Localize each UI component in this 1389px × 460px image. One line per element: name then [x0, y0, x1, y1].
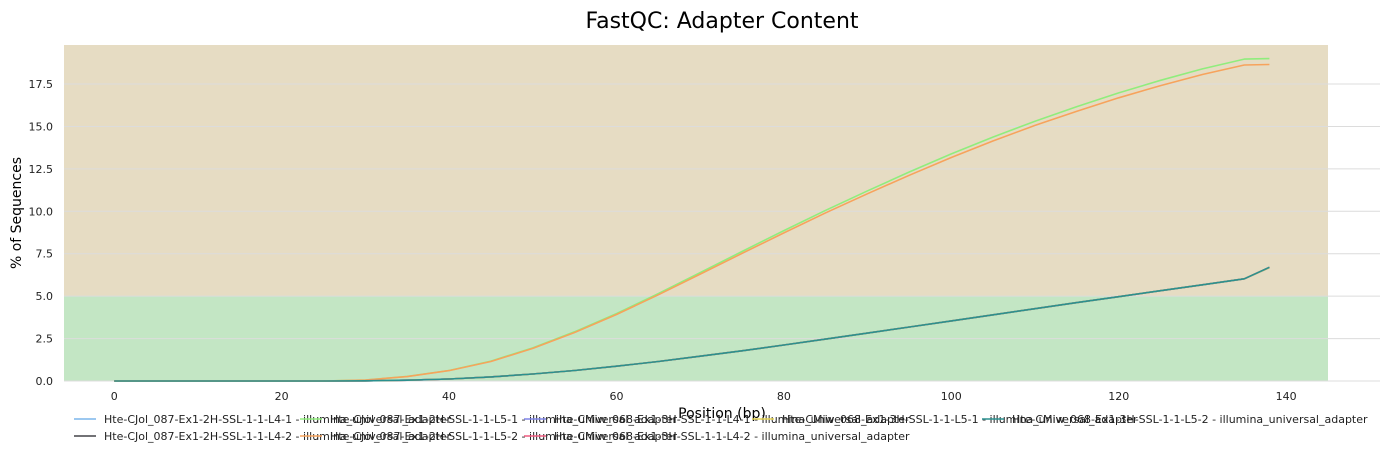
legend-label: Hte-CJol_087-Ex1-2H-SSL-1-1-L4-1 - illum…: [104, 413, 452, 426]
legend-label: Hte-CMiw_068-Ex1-3H-SSL-1-1-L4-1 - illum…: [554, 413, 910, 426]
y-tick-label: 7.5: [36, 248, 54, 261]
background-band-1: [64, 45, 1328, 297]
legend-label: Hte-CJol_087-Ex1-2H-SSL-1-1-L4-2 - illum…: [104, 430, 452, 443]
legend-label: Hte-CMiw_068-Ex1-3H-SSL-1-1-L5-1 - illum…: [782, 413, 1138, 426]
x-axis-label: Position (bp): [678, 406, 766, 422]
legend-item[interactable]: Hte-CMiw_068-Ex1-3H-SSL-1-1-L5-1 - illum…: [752, 413, 1138, 426]
legend-item[interactable]: Hte-CJol_087-Ex1-2H-SSL-1-1-L5-1 - illum…: [300, 413, 678, 426]
x-tick-label: 0: [111, 390, 118, 403]
x-tick-label: 40: [442, 390, 456, 403]
y-tick-label: 12.5: [29, 163, 54, 176]
x-tick-label: 80: [777, 390, 791, 403]
legend-item[interactable]: Hte-CJol_087-Ex1-2H-SSL-1-1-L5-2 - illum…: [300, 430, 678, 443]
series-line-7: [114, 266, 1270, 382]
legend[interactable]: Hte-CJol_087-Ex1-2H-SSL-1-1-L4-1 - illum…: [74, 413, 1368, 443]
legend-label: Hte-CJol_087-Ex1-2H-SSL-1-1-L5-1 - illum…: [330, 413, 678, 426]
series-line-3: [114, 63, 1270, 382]
x-tick-label: 140: [1276, 390, 1297, 403]
y-tick-label: 5.0: [36, 290, 54, 303]
y-axis-ticks: 0.0 2.5 5.0 7.5 10.0 12.5 15.0 17.5: [29, 78, 54, 388]
y-tick-label: 17.5: [29, 78, 54, 91]
chart-title: FastQC: Adapter Content: [585, 9, 858, 34]
x-axis-ticks: 0 20 40 60 80 100 120 140: [111, 390, 1297, 403]
x-tick-label: 20: [275, 390, 289, 403]
legend-label: Hte-CJol_087-Ex1-2H-SSL-1-1-L5-2 - illum…: [330, 430, 678, 443]
series-lines: [114, 57, 1270, 382]
legend-label: Hte-CMiw_068-Ex1-3H-SSL-1-1-L5-2 - illum…: [1012, 413, 1368, 426]
y-tick-label: 15.0: [29, 120, 54, 133]
plot-background: [64, 45, 1328, 381]
x-tick-label: 60: [609, 390, 623, 403]
legend-item[interactable]: Hte-CMiw_068-Ex1-3H-SSL-1-1-L4-2 - illum…: [524, 430, 910, 443]
legend-item[interactable]: Hte-CJol_087-Ex1-2H-SSL-1-1-L4-1 - illum…: [74, 413, 452, 426]
x-tick-label: 100: [941, 390, 962, 403]
legend-item[interactable]: Hte-CMiw_068-Ex1-3H-SSL-1-1-L4-1 - illum…: [524, 413, 910, 426]
y-tick-label: 10.0: [29, 205, 54, 218]
y-axis-label: % of Sequences: [9, 157, 25, 269]
legend-label: Hte-CMiw_068-Ex1-3H-SSL-1-1-L4-2 - illum…: [554, 430, 910, 443]
legend-item[interactable]: Hte-CJol_087-Ex1-2H-SSL-1-1-L4-2 - illum…: [74, 430, 452, 443]
y-tick-label: 2.5: [36, 333, 54, 346]
legend-item[interactable]: Hte-CMiw_068-Ex1-3H-SSL-1-1-L5-2 - illum…: [982, 413, 1368, 426]
x-tick-label: 120: [1108, 390, 1129, 403]
y-tick-label: 0.0: [36, 375, 54, 388]
